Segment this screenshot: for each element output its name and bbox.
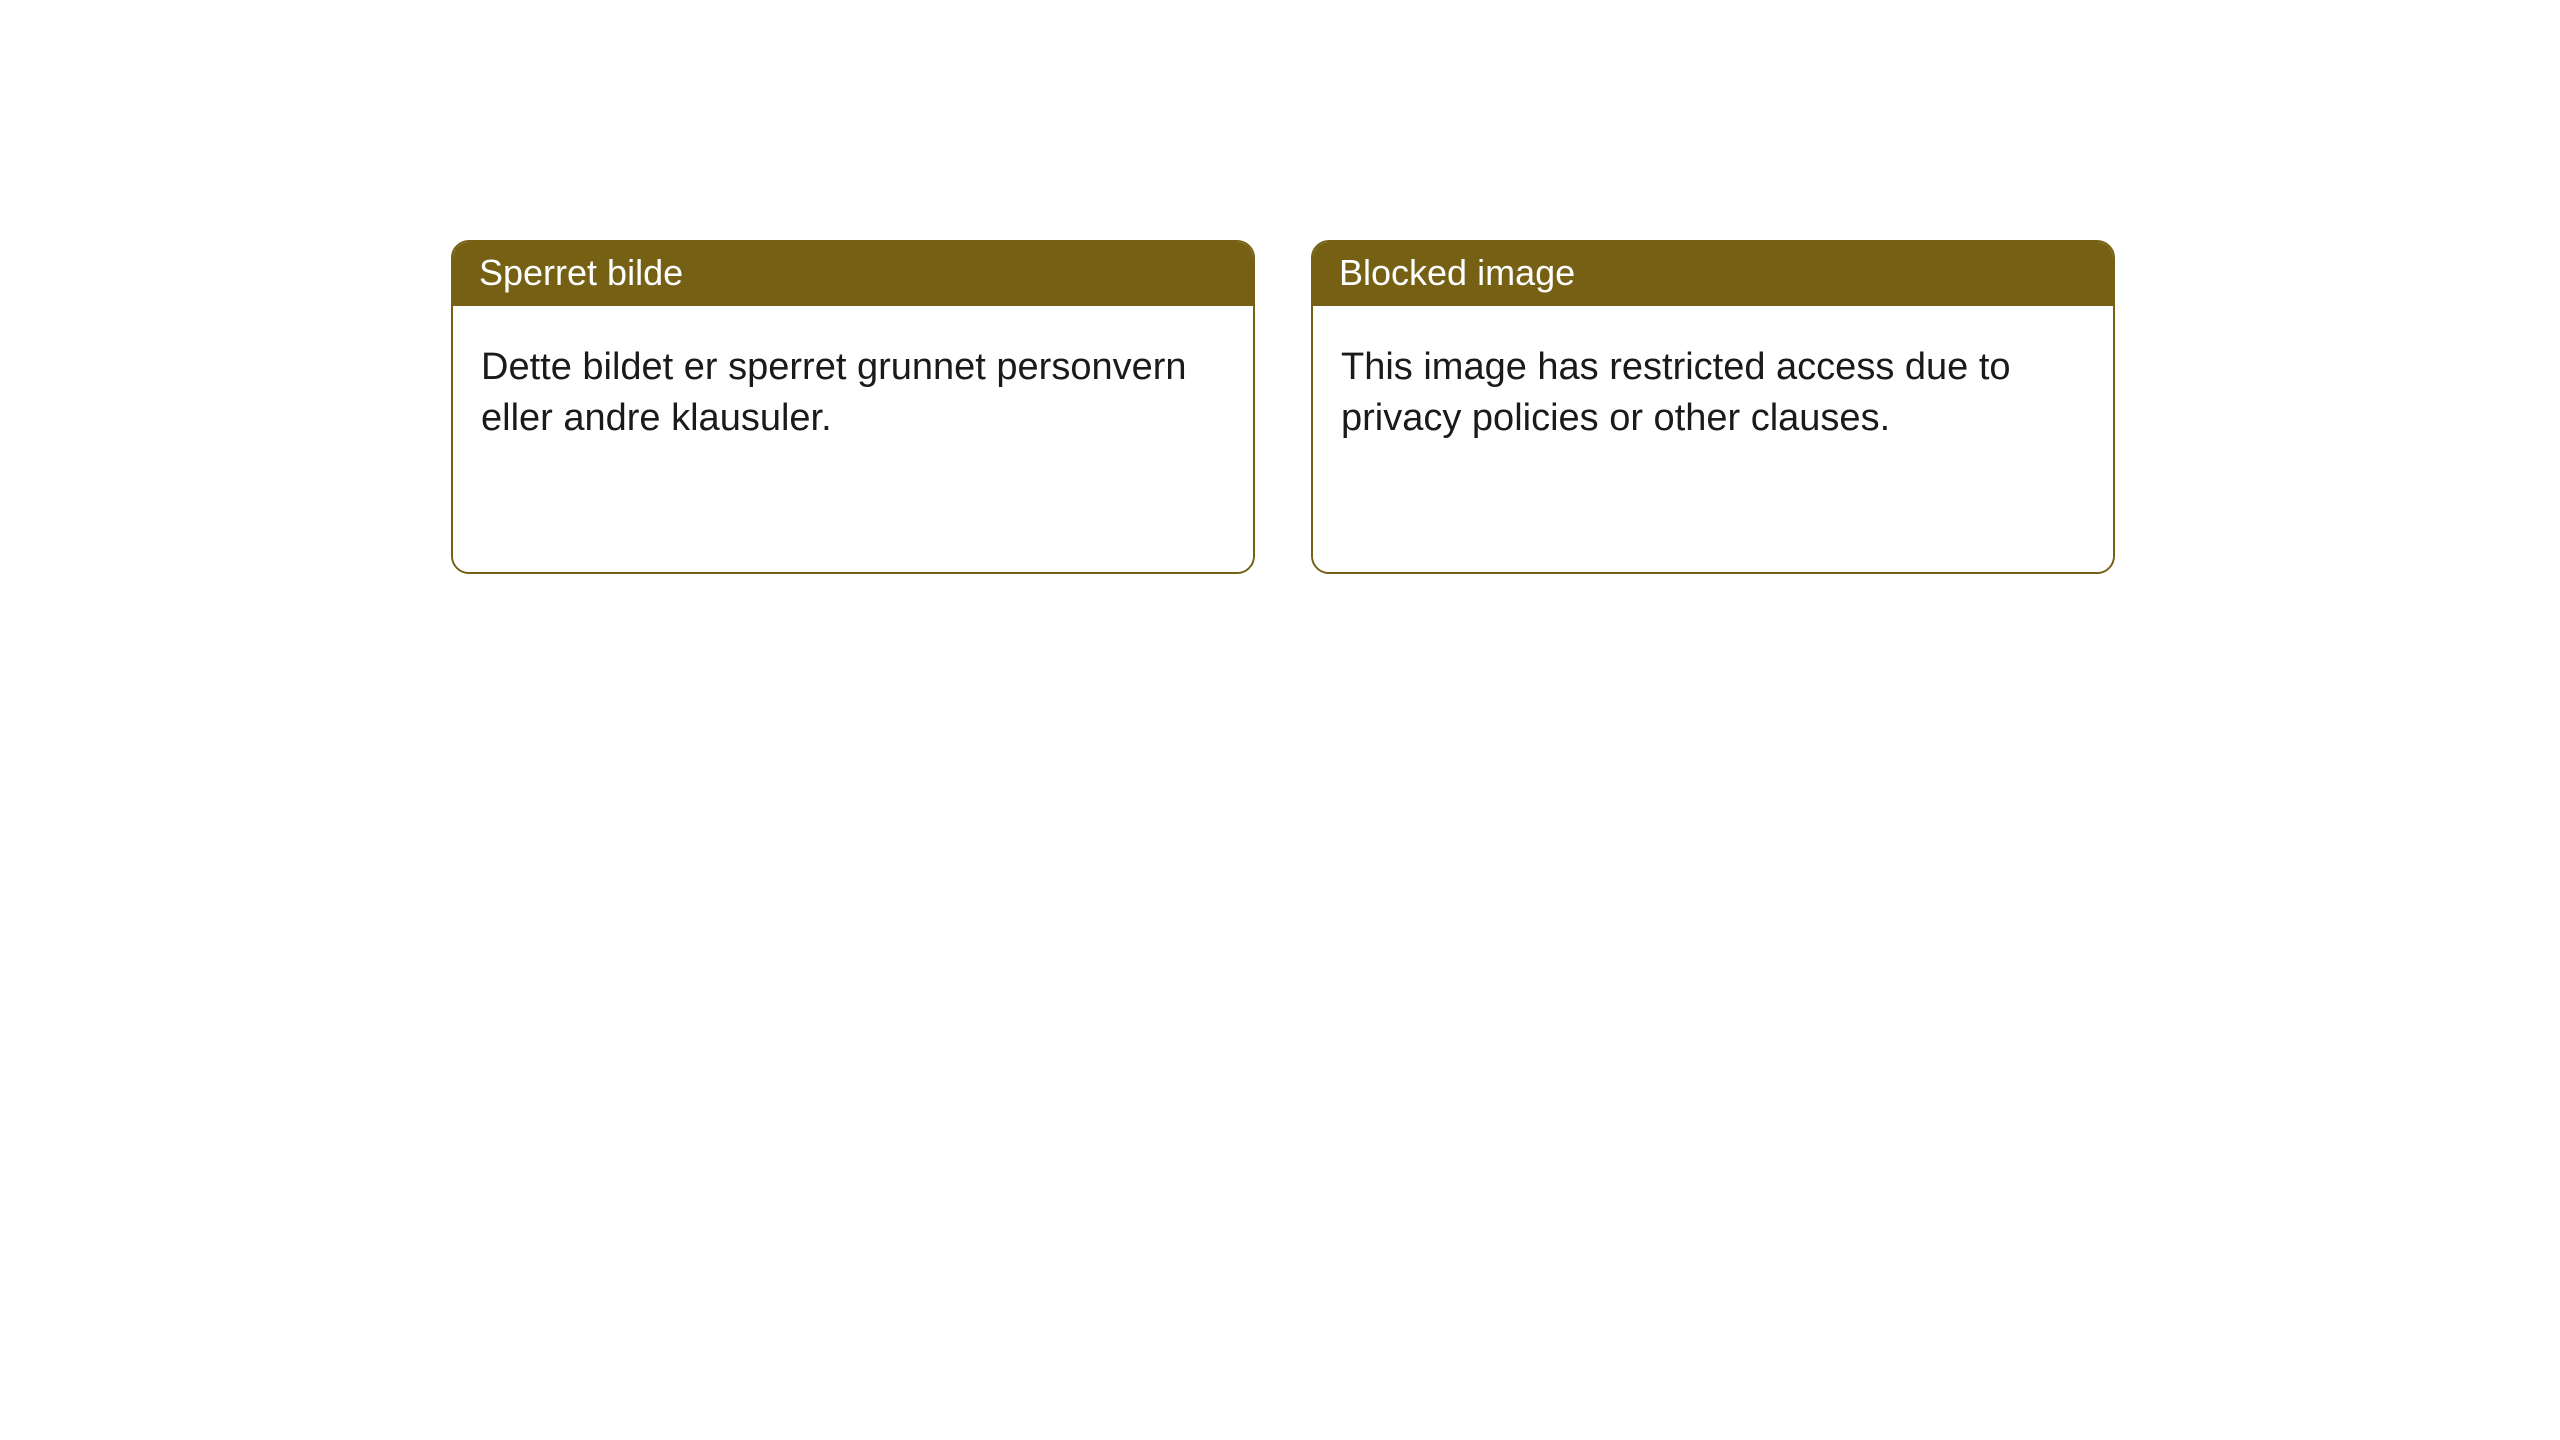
card-body-no: Dette bildet er sperret grunnet personve… <box>453 306 1253 572</box>
card-norwegian: Sperret bilde Dette bildet er sperret gr… <box>451 240 1255 574</box>
card-title-en: Blocked image <box>1313 242 2113 306</box>
card-title-no: Sperret bilde <box>453 242 1253 306</box>
card-body-en: This image has restricted access due to … <box>1313 306 2113 572</box>
card-english: Blocked image This image has restricted … <box>1311 240 2115 574</box>
cards-container: Sperret bilde Dette bildet er sperret gr… <box>0 0 2560 574</box>
